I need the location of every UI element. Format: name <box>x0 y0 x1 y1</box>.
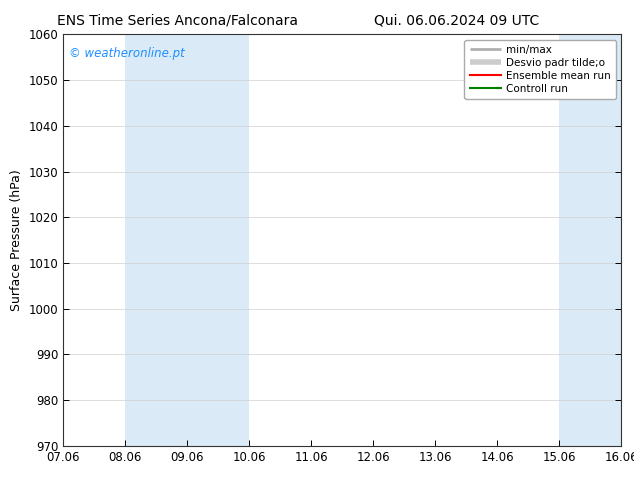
Y-axis label: Surface Pressure (hPa): Surface Pressure (hPa) <box>10 169 23 311</box>
Text: © weatheronline.pt: © weatheronline.pt <box>69 47 184 60</box>
Text: Qui. 06.06.2024 09 UTC: Qui. 06.06.2024 09 UTC <box>374 14 539 28</box>
Bar <box>126 34 249 446</box>
Legend: min/max, Desvio padr tilde;o, Ensemble mean run, Controll run: min/max, Desvio padr tilde;o, Ensemble m… <box>465 40 616 99</box>
Bar <box>559 34 634 446</box>
Text: ENS Time Series Ancona/Falconara: ENS Time Series Ancona/Falconara <box>57 14 298 28</box>
